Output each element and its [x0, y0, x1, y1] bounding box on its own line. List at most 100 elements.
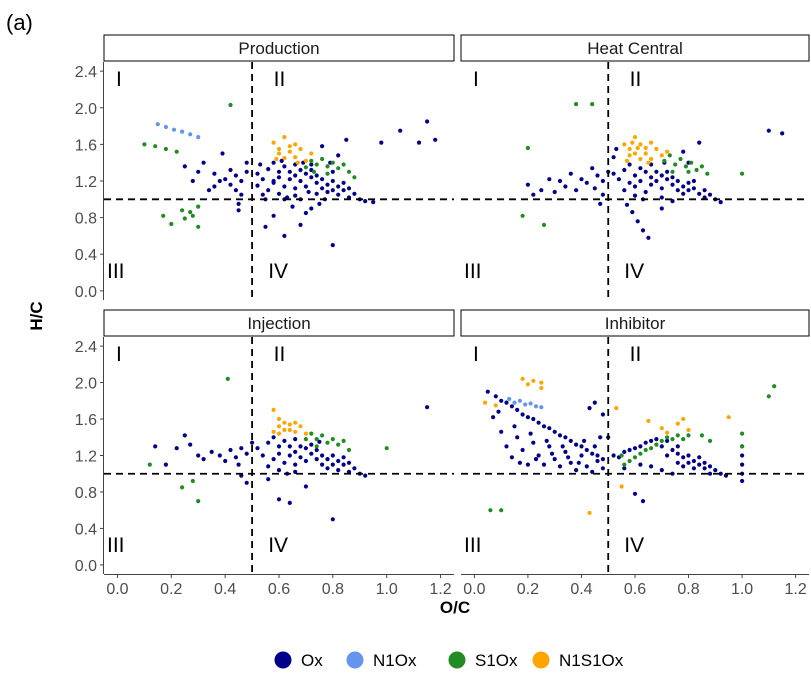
data-point: [707, 438, 713, 443]
data-point: [574, 102, 579, 107]
data-point: [632, 135, 638, 140]
data-point: [539, 380, 544, 385]
data-point: [303, 437, 308, 442]
data-point: [196, 224, 201, 229]
data-point: [718, 200, 723, 205]
data-point: [282, 156, 287, 161]
y-tick-label: 1.2: [75, 449, 97, 466]
series-s1ox: [488, 384, 777, 513]
data-point: [244, 451, 249, 456]
data-point: [363, 473, 368, 478]
data-point: [228, 182, 233, 187]
data-point: [180, 485, 185, 490]
data-point: [293, 142, 298, 147]
data-point: [276, 497, 282, 502]
data-point: [579, 444, 584, 449]
data-point: [659, 186, 664, 191]
data-point: [282, 164, 287, 169]
data-point: [702, 466, 707, 471]
data-point: [611, 453, 616, 458]
facet-title: Production: [238, 39, 319, 58]
data-point: [667, 153, 672, 158]
data-point: [287, 144, 292, 149]
data-point: [293, 449, 298, 454]
data-point: [718, 471, 723, 476]
data-point: [697, 140, 702, 145]
data-point: [309, 175, 314, 180]
data-point: [654, 169, 659, 174]
data-point: [705, 171, 710, 176]
data-point: [196, 499, 201, 504]
data-point: [523, 402, 528, 407]
data-point: [665, 438, 670, 443]
data-point: [595, 173, 600, 178]
data-point: [780, 131, 785, 136]
data-point: [568, 460, 573, 465]
data-point: [549, 451, 555, 456]
legend-key: [346, 651, 364, 669]
data-point: [683, 164, 689, 169]
data-point: [517, 460, 523, 465]
data-point: [182, 164, 187, 169]
data-point: [525, 382, 531, 387]
data-point: [325, 189, 330, 195]
data-point: [681, 464, 686, 469]
data-point: [206, 188, 212, 193]
data-point: [287, 149, 292, 154]
data-point: [670, 175, 675, 180]
quadrant-label: IV: [268, 534, 288, 557]
data-point: [632, 151, 638, 156]
data-point: [640, 228, 646, 233]
data-point: [627, 153, 632, 158]
series-ox: [525, 128, 785, 240]
data-point: [624, 202, 630, 207]
series-n1s1ox: [271, 135, 314, 165]
data-point: [541, 462, 547, 467]
data-point: [590, 102, 595, 107]
data-point: [740, 431, 745, 436]
data-point: [627, 180, 632, 185]
data-point: [670, 169, 675, 174]
data-point: [276, 169, 282, 174]
y-tick-label: 0.8: [75, 211, 97, 228]
data-point: [225, 376, 230, 381]
data-point: [425, 119, 430, 124]
data-point: [325, 457, 330, 462]
data-point: [740, 462, 745, 467]
data-point: [557, 433, 563, 438]
data-point: [188, 132, 193, 137]
data-point: [590, 451, 595, 456]
data-point: [282, 233, 287, 238]
data-point: [552, 189, 557, 195]
data-point: [276, 444, 282, 449]
data-point: [217, 178, 222, 184]
data-point: [525, 415, 531, 420]
series-n1s1ox: [483, 376, 731, 515]
data-point: [515, 435, 520, 440]
data-point: [635, 145, 640, 151]
data-point: [212, 184, 217, 189]
facet-title: Injection: [247, 314, 310, 333]
panel-label: (a): [6, 10, 33, 35]
data-point: [766, 394, 771, 399]
data-point: [659, 173, 664, 178]
data-point: [614, 146, 619, 152]
data-point: [670, 182, 675, 187]
data-point: [512, 424, 517, 429]
x-tick-label: 0.8: [677, 581, 699, 598]
y-tick-label: 2.4: [75, 64, 97, 81]
data-point: [266, 477, 271, 482]
quadrant-label: II: [274, 68, 286, 91]
data-point: [665, 453, 670, 458]
data-point: [330, 517, 335, 522]
data-point: [517, 398, 523, 403]
series-n1s1ox: [622, 135, 670, 165]
data-point: [654, 442, 659, 447]
data-point: [196, 453, 201, 458]
facet-title: Inhibitor: [605, 314, 666, 333]
y-tick-label: 2.4: [75, 339, 97, 356]
data-point: [563, 184, 568, 189]
data-point: [287, 177, 292, 182]
data-point: [491, 415, 496, 420]
